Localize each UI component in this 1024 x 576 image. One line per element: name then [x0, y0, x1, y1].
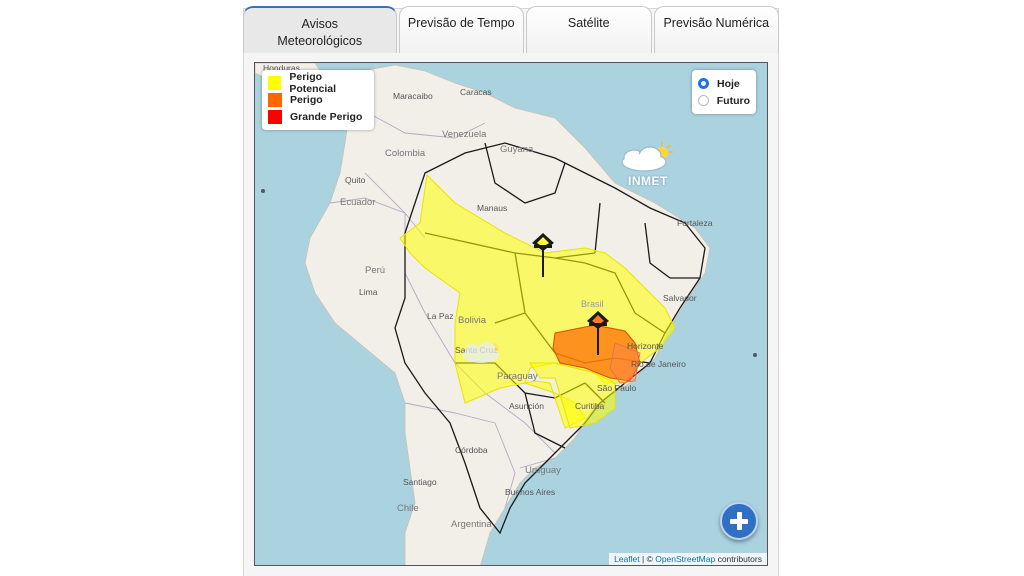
map-label: Brasil [581, 299, 604, 309]
map-label: Quito [345, 175, 366, 185]
add-button[interactable] [720, 502, 758, 540]
map-label: Manaus [477, 203, 507, 213]
map-marker-dot [261, 189, 265, 193]
warning-legend: Perigo Potencial Perigo Grande Perigo [262, 70, 374, 130]
map-label: Argentina [451, 519, 492, 530]
warning-zone-perigo-light[interactable] [609, 342, 641, 384]
warning-zone-perigo-potencial-south[interactable] [529, 362, 616, 429]
map-label: São Paulo [597, 383, 636, 393]
attribution-suffix: contributors [715, 554, 762, 564]
tab-previsao-numerica[interactable]: Previsão Numérica [653, 6, 779, 53]
radio-label: Hoje [717, 77, 740, 90]
radio-hoje[interactable] [698, 78, 709, 89]
map-label: Maracaibo [393, 91, 433, 101]
tab-previsao-de-tempo[interactable]: Previsão de Tempo [398, 6, 524, 53]
legend-item: Perigo Potencial [268, 71, 368, 95]
map-label: Honduras [263, 63, 300, 73]
inmet-logo-icon [621, 142, 673, 172]
map-viewport[interactable]: Honduras Maracaibo Caracas Venezuela Col… [254, 62, 768, 566]
legend-swatch-orange [268, 92, 282, 107]
map-label: Perú [365, 265, 385, 276]
storm-warning-icon[interactable] [587, 311, 609, 355]
map-label: Fortaleza [677, 218, 713, 228]
tab-avisos-meteorologicos[interactable]: Avisos Meteorológicos [243, 6, 397, 53]
map-label: Paraguay [497, 371, 538, 382]
legend-label: Perigo Potencial [289, 70, 337, 95]
legend-item: Perigo [268, 91, 368, 108]
radio-futuro[interactable] [698, 95, 709, 106]
map-marker-dot [753, 353, 757, 357]
map-label: Córdoba [455, 445, 488, 455]
attribution-separator: | © [639, 554, 656, 564]
legend-label: Grande Perigo [290, 110, 363, 123]
radio-label: Futuro [716, 94, 750, 107]
legend-label: Perigo [290, 93, 323, 106]
legend-item: Grande Perigo [268, 108, 368, 125]
map-label: Colombia [385, 148, 426, 159]
map-label: Venezuela [442, 129, 487, 140]
map-label: Lima [359, 287, 378, 297]
map-label: Guyana [500, 144, 534, 155]
period-option-hoje[interactable]: Hoje [698, 75, 750, 92]
tab-satelite[interactable]: Satélite [526, 6, 652, 53]
map-label: Horizonte [627, 341, 664, 351]
period-selector: Hoje Futuro [692, 70, 756, 114]
leaflet-link[interactable]: Leaflet [614, 554, 640, 564]
warning-zone-perigo[interactable] [552, 324, 641, 382]
map-attribution: Leaflet | © OpenStreetMap contributors [609, 553, 767, 565]
map-label: Buenos Aires [505, 487, 555, 497]
map-label: Salvador [663, 293, 697, 303]
map-label: Rio de Janeiro [631, 359, 686, 369]
map-label: Asunción [509, 401, 544, 411]
map-label: Caracas [460, 87, 492, 97]
map-label: Chile [397, 503, 419, 514]
osm-link[interactable]: OpenStreetMap [655, 554, 716, 564]
weather-cloud-icon [463, 342, 499, 363]
map-label: Uruguay [525, 465, 561, 476]
storm-warning-icon[interactable] [532, 233, 554, 277]
period-option-futuro[interactable]: Futuro [698, 92, 750, 109]
map-label: Santiago [403, 477, 437, 487]
legend-swatch-red [268, 109, 282, 124]
map-label: Curitiba [575, 401, 605, 411]
legend-swatch-yellow [268, 75, 282, 90]
tab-bar: Avisos Meteorológicos Previsão de Tempo … [243, 6, 779, 54]
map-canvas[interactable]: Honduras Maracaibo Caracas Venezuela Col… [255, 63, 768, 566]
map-label: Ecuador [340, 197, 375, 208]
map-label: La Paz [427, 311, 453, 321]
inmet-logo-text: INMET [628, 174, 668, 188]
map-label: Bolivia [458, 315, 487, 326]
